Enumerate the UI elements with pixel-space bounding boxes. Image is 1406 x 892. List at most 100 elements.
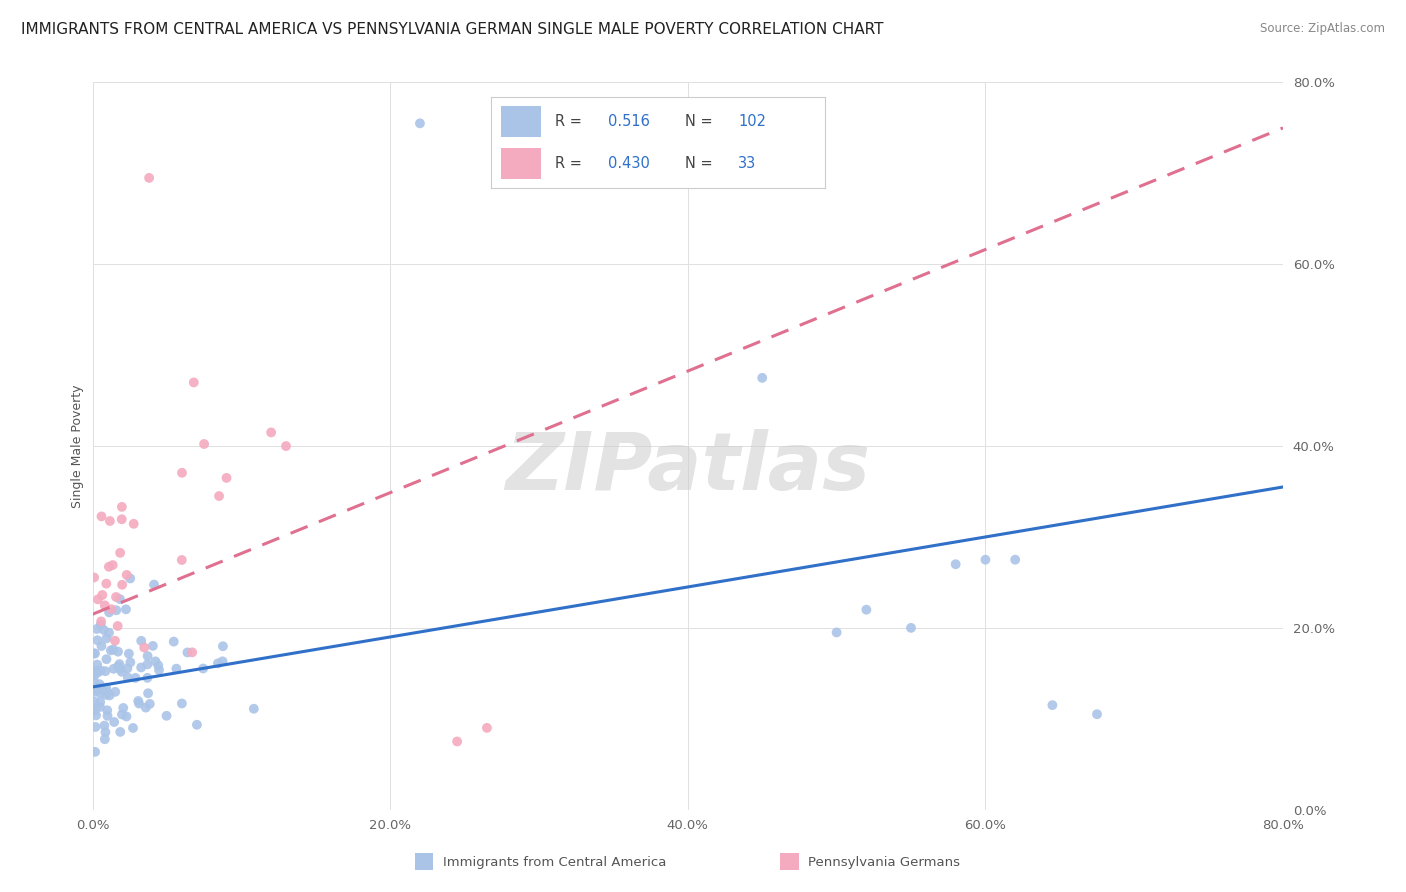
Point xyxy=(104,685,127,699)
Point xyxy=(122,516,145,531)
Point xyxy=(163,634,186,648)
Point xyxy=(83,674,105,689)
Point xyxy=(136,671,159,685)
Point xyxy=(93,718,115,732)
Point xyxy=(105,590,128,604)
Point xyxy=(142,639,165,653)
Point xyxy=(260,425,283,440)
Point xyxy=(215,471,238,485)
Point xyxy=(94,681,117,695)
Point xyxy=(111,500,134,514)
Point xyxy=(751,371,773,385)
Point xyxy=(108,592,131,607)
Point xyxy=(94,732,117,747)
Point xyxy=(90,664,112,678)
Point xyxy=(97,559,120,574)
Point xyxy=(134,640,156,655)
Point xyxy=(94,599,117,613)
Point xyxy=(127,694,149,708)
Point xyxy=(107,619,129,633)
Point xyxy=(103,714,125,729)
Point xyxy=(86,664,108,678)
Point xyxy=(111,707,134,722)
Point xyxy=(122,721,145,735)
Point xyxy=(86,622,108,636)
Point xyxy=(183,376,205,390)
Point xyxy=(1040,698,1063,713)
Point xyxy=(86,657,108,672)
Point xyxy=(105,603,128,617)
Point xyxy=(96,685,118,699)
Point xyxy=(96,652,118,666)
Point xyxy=(900,621,922,635)
Point xyxy=(136,648,159,663)
Point xyxy=(170,553,193,567)
Point xyxy=(111,578,134,592)
Point xyxy=(86,683,108,698)
Point xyxy=(136,686,159,700)
Point xyxy=(96,576,118,591)
Point xyxy=(135,700,157,714)
Point xyxy=(165,662,187,676)
Point xyxy=(115,602,138,616)
Point xyxy=(208,489,231,503)
Point xyxy=(89,686,111,700)
Point xyxy=(100,602,122,616)
Point xyxy=(136,657,159,672)
Point xyxy=(855,603,877,617)
Point xyxy=(90,639,112,653)
Point xyxy=(107,659,129,673)
Point xyxy=(90,509,112,524)
Point xyxy=(83,647,105,661)
Point xyxy=(103,642,125,657)
Point xyxy=(176,645,198,659)
Point xyxy=(98,625,121,640)
Point xyxy=(115,709,138,723)
Point xyxy=(107,645,129,659)
Point xyxy=(974,552,997,566)
Point xyxy=(103,662,125,676)
Point xyxy=(274,439,297,453)
Point xyxy=(139,697,162,711)
Point xyxy=(98,605,121,619)
Point xyxy=(94,664,117,678)
Point xyxy=(83,669,105,683)
Point xyxy=(148,658,170,673)
Point xyxy=(90,680,112,694)
Point xyxy=(83,694,105,708)
Point xyxy=(87,665,110,680)
Point xyxy=(83,704,105,718)
Point xyxy=(128,697,150,711)
Point xyxy=(120,571,142,585)
Text: ZIPatlas: ZIPatlas xyxy=(505,429,870,507)
Point xyxy=(111,512,134,526)
Point xyxy=(96,709,118,723)
Point xyxy=(104,633,127,648)
Point xyxy=(945,558,967,572)
Point xyxy=(193,437,215,451)
Point xyxy=(120,656,142,670)
Point xyxy=(475,721,498,735)
Point xyxy=(170,466,193,480)
Point xyxy=(91,588,114,602)
Point xyxy=(1004,552,1026,566)
Point xyxy=(89,677,111,691)
Point xyxy=(84,647,107,661)
Point xyxy=(84,720,107,734)
Text: Immigrants from Central America: Immigrants from Central America xyxy=(443,856,666,869)
Point xyxy=(193,661,215,675)
Point xyxy=(212,639,235,653)
Point xyxy=(138,170,160,185)
Point xyxy=(181,645,204,659)
Point xyxy=(89,700,111,714)
Point xyxy=(243,702,266,716)
Point xyxy=(112,701,135,715)
Point xyxy=(108,662,131,676)
Point xyxy=(170,697,193,711)
Text: Pennsylvania Germans: Pennsylvania Germans xyxy=(808,856,960,869)
Y-axis label: Single Male Poverty: Single Male Poverty xyxy=(72,384,84,508)
Text: Source: ZipAtlas.com: Source: ZipAtlas.com xyxy=(1260,22,1385,36)
Point xyxy=(100,643,122,657)
Point xyxy=(124,671,146,685)
Point xyxy=(87,592,110,607)
